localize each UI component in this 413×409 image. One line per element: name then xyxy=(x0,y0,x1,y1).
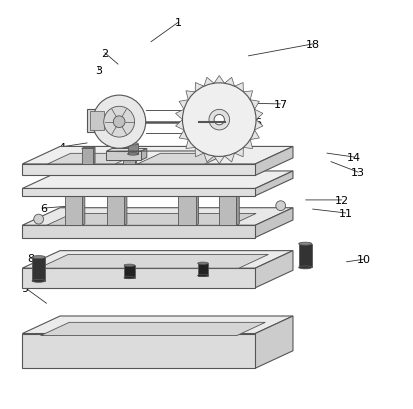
Polygon shape xyxy=(22,208,292,226)
Polygon shape xyxy=(195,194,198,226)
Text: 9: 9 xyxy=(21,283,28,293)
Bar xyxy=(89,112,104,130)
Polygon shape xyxy=(137,154,227,164)
Text: 3: 3 xyxy=(95,66,102,76)
Polygon shape xyxy=(236,194,239,226)
Text: 15: 15 xyxy=(242,109,256,119)
Circle shape xyxy=(113,117,125,128)
Polygon shape xyxy=(254,316,292,369)
Ellipse shape xyxy=(127,143,138,146)
Circle shape xyxy=(182,84,255,157)
Circle shape xyxy=(34,215,43,225)
Polygon shape xyxy=(22,171,292,189)
Text: 17: 17 xyxy=(273,100,287,110)
Ellipse shape xyxy=(298,243,311,245)
Polygon shape xyxy=(178,195,195,226)
Ellipse shape xyxy=(298,266,311,269)
Polygon shape xyxy=(93,148,95,164)
Polygon shape xyxy=(219,194,239,195)
Polygon shape xyxy=(254,251,292,288)
Bar xyxy=(127,144,138,155)
Polygon shape xyxy=(81,148,95,149)
Polygon shape xyxy=(106,152,141,161)
Polygon shape xyxy=(254,171,292,196)
Text: 13: 13 xyxy=(350,168,364,178)
Polygon shape xyxy=(134,148,136,164)
Polygon shape xyxy=(22,268,254,288)
Circle shape xyxy=(275,201,285,211)
Text: 7: 7 xyxy=(85,257,92,267)
Bar xyxy=(32,258,45,281)
Polygon shape xyxy=(22,189,254,196)
Polygon shape xyxy=(123,148,136,149)
Ellipse shape xyxy=(127,153,138,156)
Ellipse shape xyxy=(32,256,45,259)
Text: 4: 4 xyxy=(58,142,65,153)
Polygon shape xyxy=(107,195,124,226)
Bar xyxy=(197,264,208,276)
Polygon shape xyxy=(22,164,254,176)
Polygon shape xyxy=(22,147,292,164)
Polygon shape xyxy=(107,194,127,195)
Polygon shape xyxy=(40,323,265,336)
Text: 8: 8 xyxy=(27,253,34,263)
Polygon shape xyxy=(254,208,292,238)
Circle shape xyxy=(214,115,224,126)
Bar xyxy=(124,265,134,278)
Polygon shape xyxy=(178,194,198,195)
Text: 10: 10 xyxy=(356,254,370,265)
Polygon shape xyxy=(82,194,85,226)
Polygon shape xyxy=(219,195,236,226)
Circle shape xyxy=(104,107,134,138)
Polygon shape xyxy=(47,214,256,226)
Text: 1: 1 xyxy=(174,18,181,28)
Polygon shape xyxy=(123,149,134,164)
Text: 5: 5 xyxy=(28,185,35,195)
Text: 16: 16 xyxy=(249,118,262,128)
Ellipse shape xyxy=(124,276,134,279)
Polygon shape xyxy=(175,76,262,164)
Text: 12: 12 xyxy=(334,196,348,205)
Text: 6: 6 xyxy=(40,204,47,213)
Polygon shape xyxy=(124,194,127,226)
Polygon shape xyxy=(106,149,147,152)
Polygon shape xyxy=(22,316,292,334)
Ellipse shape xyxy=(197,263,208,265)
Polygon shape xyxy=(38,255,268,268)
Polygon shape xyxy=(141,149,147,161)
Polygon shape xyxy=(22,251,292,268)
Polygon shape xyxy=(65,195,82,226)
Text: 18: 18 xyxy=(306,40,320,50)
Polygon shape xyxy=(22,226,254,238)
Ellipse shape xyxy=(197,274,208,277)
Circle shape xyxy=(93,96,145,149)
Polygon shape xyxy=(81,149,93,164)
Polygon shape xyxy=(22,334,254,369)
Text: 2: 2 xyxy=(101,49,108,58)
Text: 14: 14 xyxy=(346,153,360,163)
Circle shape xyxy=(209,110,229,130)
Polygon shape xyxy=(254,147,292,176)
Text: 11: 11 xyxy=(338,209,352,218)
Polygon shape xyxy=(65,194,85,195)
Bar xyxy=(87,110,106,133)
Bar xyxy=(298,244,311,268)
Polygon shape xyxy=(47,154,138,164)
Ellipse shape xyxy=(124,265,134,267)
Ellipse shape xyxy=(32,280,45,283)
